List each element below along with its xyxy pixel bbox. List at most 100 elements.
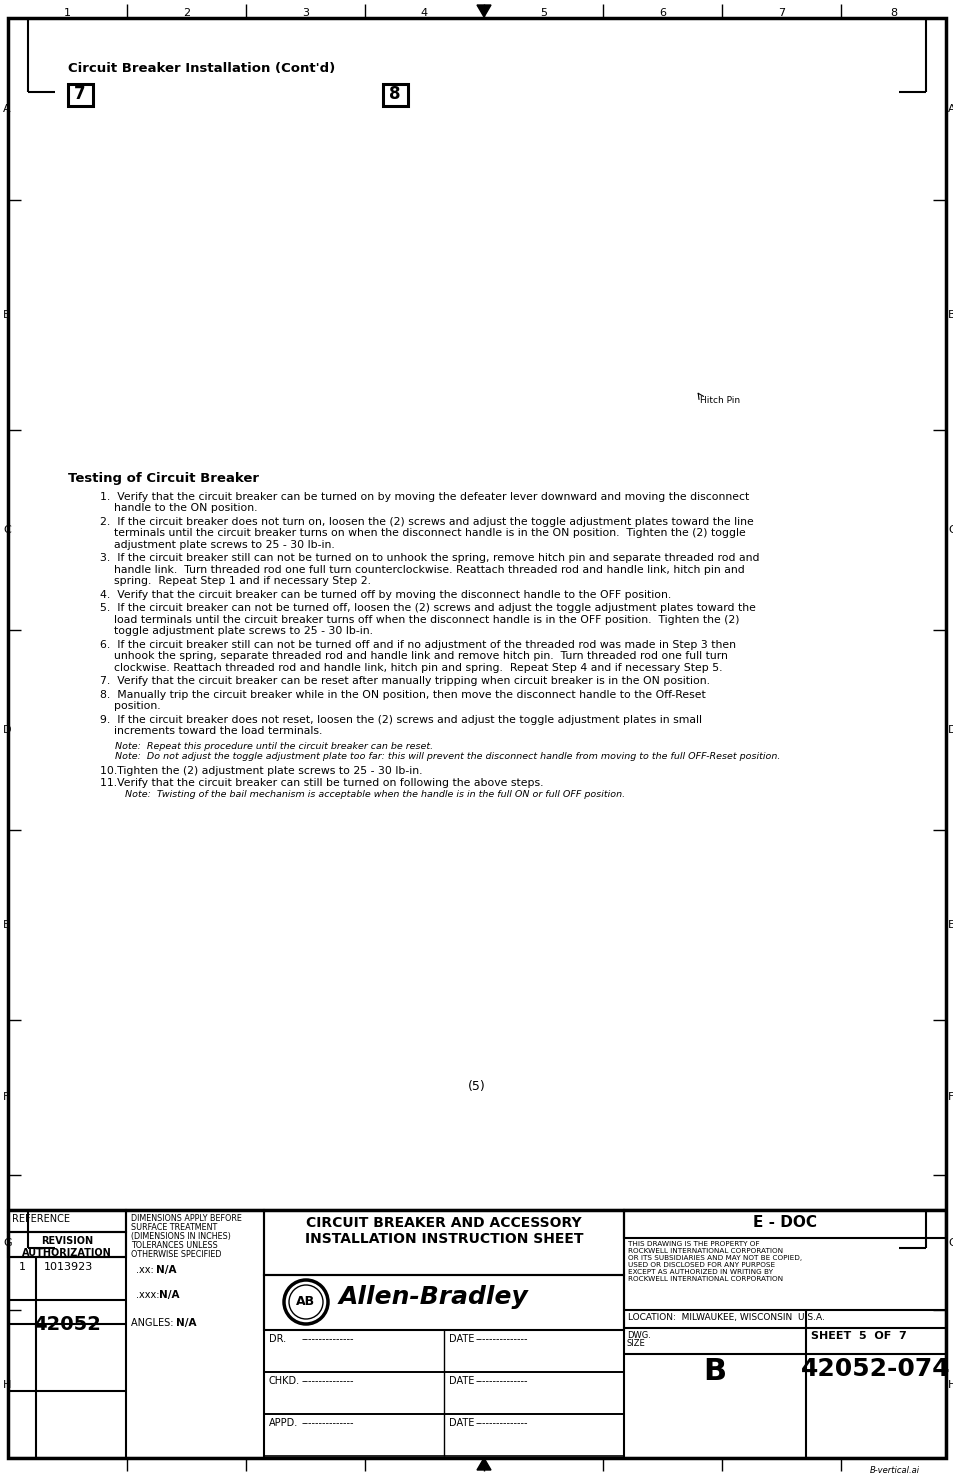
Text: D: D: [947, 726, 953, 735]
Text: B: B: [3, 310, 10, 320]
Text: handle link.  Turn threaded rod one full turn counterclockwise. Reattach threade: handle link. Turn threaded rod one full …: [100, 565, 744, 575]
Text: Circuit Breaker Installation (Cont'd): Circuit Breaker Installation (Cont'd): [68, 62, 335, 75]
Text: REVISION
AUTHORIZATION: REVISION AUTHORIZATION: [22, 1236, 112, 1258]
Text: 42052-074: 42052-074: [801, 1357, 950, 1381]
Text: 2.  If the circuit breaker does not turn on, loosen the (2) screws and adjust th: 2. If the circuit breaker does not turn …: [100, 518, 753, 527]
Polygon shape: [476, 4, 491, 18]
Text: spring.  Repeat Step 1 and if necessary Step 2.: spring. Repeat Step 1 and if necessary S…: [100, 577, 371, 587]
Text: 7: 7: [777, 7, 784, 18]
Bar: [623, 1210, 945, 1457]
Circle shape: [289, 1285, 323, 1319]
Text: H: H: [3, 1381, 11, 1389]
Text: ---------------: ---------------: [476, 1376, 528, 1386]
Text: AB: AB: [296, 1295, 315, 1308]
Text: ---------------: ---------------: [302, 1333, 355, 1344]
Text: DIMENSIONS APPLY BEFORE: DIMENSIONS APPLY BEFORE: [131, 1214, 242, 1223]
Text: 5: 5: [539, 7, 546, 18]
Text: ---------------: ---------------: [476, 1417, 528, 1428]
Text: C: C: [947, 525, 953, 535]
Bar: [623, 1210, 945, 1238]
Text: position.: position.: [100, 702, 160, 711]
Text: 7.  Verify that the circuit breaker can be reset after manually tripping when ci: 7. Verify that the circuit breaker can b…: [100, 677, 709, 686]
Text: A: A: [947, 105, 953, 114]
Text: 2: 2: [183, 7, 190, 18]
Text: 1: 1: [18, 1263, 26, 1271]
Text: load terminals until the circuit breaker turns off when the disconnect handle is: load terminals until the circuit breaker…: [100, 615, 739, 625]
Text: REFERENCE: REFERENCE: [12, 1214, 70, 1224]
Text: 8.  Manually trip the circuit breaker while in the ​ON​ position, then move the : 8. Manually trip the circuit breaker whi…: [100, 690, 705, 701]
Text: 4: 4: [420, 7, 428, 18]
Text: F: F: [947, 1093, 953, 1102]
Text: .xx:: .xx:: [136, 1266, 160, 1274]
Text: SURFACE TREATMENT: SURFACE TREATMENT: [131, 1223, 217, 1232]
Bar: [264, 1372, 623, 1415]
Text: H: H: [947, 1381, 953, 1389]
Text: increments toward the load terminals.: increments toward the load terminals.: [100, 727, 322, 736]
Text: toggle adjustment plate screws to 25 - 30 lb-in.: toggle adjustment plate screws to 25 - 3…: [100, 627, 373, 637]
Text: 3: 3: [302, 7, 309, 18]
Text: DWG.: DWG.: [626, 1330, 650, 1339]
Bar: [126, 1210, 264, 1457]
Text: 10.Tighten the (2) adjustment plate screws to 25 - 30 lb-in.: 10.Tighten the (2) adjustment plate scre…: [100, 766, 422, 776]
Text: Note:  Do not adjust the toggle adjustment plate too far: this will prevent the : Note: Do not adjust the toggle adjustmen…: [115, 752, 780, 761]
Bar: [264, 1415, 623, 1456]
Polygon shape: [476, 1457, 491, 1471]
Bar: [382, 84, 408, 106]
Text: A: A: [3, 105, 10, 114]
Text: (DIMENSIONS IN INCHES): (DIMENSIONS IN INCHES): [131, 1232, 231, 1240]
Bar: [8, 1210, 126, 1232]
Text: terminals until the circuit breaker turns on when the disconnect handle is in th: terminals until the circuit breaker turn…: [100, 528, 745, 538]
Text: CHKD.: CHKD.: [269, 1376, 300, 1386]
Text: C: C: [3, 525, 10, 535]
Text: SHEET  5  OF  7: SHEET 5 OF 7: [810, 1330, 905, 1341]
Text: DATE: DATE: [449, 1333, 474, 1344]
Text: N/A: N/A: [156, 1266, 176, 1274]
Bar: [8, 1232, 126, 1257]
Text: 8: 8: [889, 7, 896, 18]
Text: D: D: [3, 726, 11, 735]
Text: B: B: [702, 1357, 726, 1386]
Bar: [264, 1274, 623, 1330]
Text: adjustment plate screws to 25 - 30 lb-in.: adjustment plate screws to 25 - 30 lb-in…: [100, 540, 335, 550]
Text: DATE: DATE: [449, 1417, 474, 1428]
Text: unhook the spring, separate threaded rod and handle link and remove hitch pin.  : unhook the spring, separate threaded rod…: [100, 652, 727, 661]
Bar: [264, 1330, 623, 1372]
Text: OTHERWISE SPECIFIED: OTHERWISE SPECIFIED: [131, 1249, 221, 1260]
Text: 5.  If the circuit breaker can not be turned off, loosen the (2) screws and adju: 5. If the circuit breaker can not be tur…: [100, 603, 755, 614]
Bar: [68, 84, 92, 106]
Text: 7: 7: [74, 86, 86, 103]
Text: 3.  If the circuit breaker still can not be turned on to unhook the spring, remo: 3. If the circuit breaker still can not …: [100, 553, 759, 563]
Text: (5): (5): [468, 1080, 485, 1093]
Text: 11.Verify that the circuit breaker can still be turned on following the above st: 11.Verify that the circuit breaker can s…: [100, 779, 543, 789]
Text: 9.  If the circuit breaker does not reset, loosen the (2) screws and adjust the : 9. If the circuit breaker does not reset…: [100, 715, 701, 726]
Text: B: B: [947, 310, 953, 320]
Text: N/A: N/A: [175, 1319, 196, 1328]
Text: THIS DRAWING IS THE PROPERTY OF
ROCKWELL INTERNATIONAL CORPORATION
OR ITS SUBSID: THIS DRAWING IS THE PROPERTY OF ROCKWELL…: [627, 1240, 801, 1282]
Text: G: G: [947, 1238, 953, 1248]
Text: handle to the ​ON​ position.: handle to the ​ON​ position.: [100, 503, 257, 513]
Text: INSTALLATION INSTRUCTION SHEET: INSTALLATION INSTRUCTION SHEET: [304, 1232, 582, 1246]
Text: E: E: [3, 920, 10, 931]
Text: E: E: [947, 920, 953, 931]
Text: G: G: [3, 1238, 11, 1248]
Text: 6.  If the circuit breaker still can not be turned off and if no adjustment of t: 6. If the circuit breaker still can not …: [100, 640, 735, 650]
Text: F: F: [3, 1093, 10, 1102]
Text: Note:  Twisting of the bail mechanism is acceptable when the handle is in the fu: Note: Twisting of the bail mechanism is …: [125, 791, 624, 799]
Text: CIRCUIT BREAKER AND ACCESSORY: CIRCUIT BREAKER AND ACCESSORY: [306, 1215, 581, 1230]
Text: Hitch Pin: Hitch Pin: [700, 395, 740, 406]
Text: Note:  Repeat this procedure until the circuit breaker can be reset.: Note: Repeat this procedure until the ci…: [115, 742, 433, 751]
Text: 42052: 42052: [33, 1316, 101, 1333]
Text: 4.  Verify that the circuit breaker can be turned off by moving the disconnect h: 4. Verify that the circuit breaker can b…: [100, 590, 671, 600]
Text: 1: 1: [64, 7, 71, 18]
Text: LOCATION:  MILWAUKEE, WISCONSIN  U.S.A.: LOCATION: MILWAUKEE, WISCONSIN U.S.A.: [627, 1313, 824, 1322]
Text: DATE: DATE: [449, 1376, 474, 1386]
Text: ---------------: ---------------: [476, 1333, 528, 1344]
Circle shape: [284, 1280, 328, 1325]
Text: SIZE: SIZE: [626, 1339, 645, 1348]
Text: N/A: N/A: [159, 1291, 179, 1299]
Text: 1013923: 1013923: [44, 1263, 93, 1271]
Text: B-vertical.ai: B-vertical.ai: [869, 1466, 919, 1475]
Text: ---------------: ---------------: [302, 1417, 355, 1428]
Text: 6: 6: [659, 7, 665, 18]
Text: APPD.: APPD.: [269, 1417, 298, 1428]
